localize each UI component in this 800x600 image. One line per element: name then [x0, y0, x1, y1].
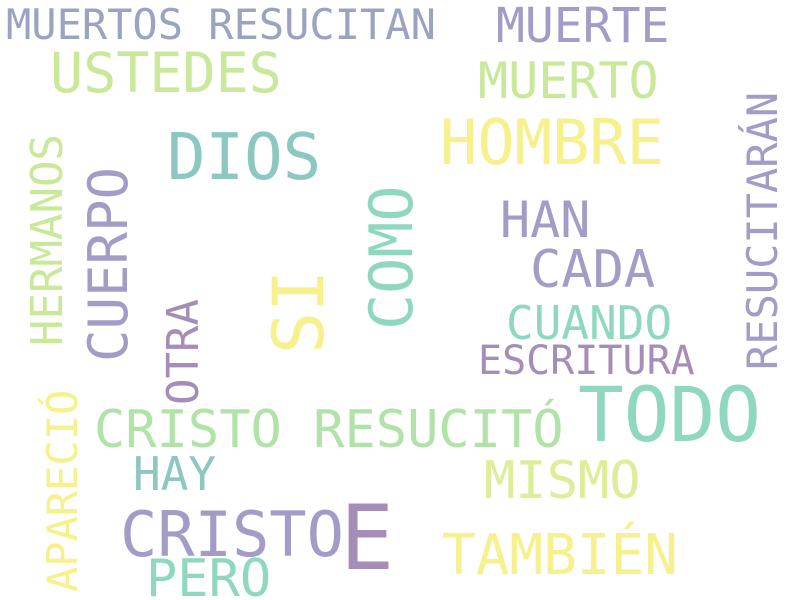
word-muerte: MUERTE	[496, 0, 670, 54]
word-cristo-resucito: CRISTO RESUCITÓ	[94, 400, 564, 460]
word-todo: TODO	[578, 370, 762, 459]
word-muerto: MUERTO	[478, 52, 659, 110]
word-cuerpo: CUERPO	[77, 166, 140, 362]
word-pero: PERO	[146, 549, 272, 600]
word-escritura: ESCRITURA	[478, 338, 695, 384]
word-dios: DIOS	[167, 121, 322, 195]
word-tambien: TAMBIÉN	[442, 523, 679, 588]
word-muertos-resucitan: MUERTOS RESUCITAN	[6, 0, 436, 49]
word-como: COMO	[357, 185, 427, 331]
word-hay: HAY	[133, 447, 217, 501]
word-aparecio: APARECIÓ	[38, 389, 87, 592]
word-si: SI	[258, 269, 340, 354]
word-hombre: HOMBRE	[440, 106, 664, 179]
word-ustedes: USTEDES	[50, 41, 282, 105]
word-resucitaran: RESUCITARÁN	[738, 91, 787, 370]
word-hermanos: HERMANOS	[22, 134, 73, 346]
word-cristo: CRISTO	[120, 498, 344, 571]
word-cuando: CUANDO	[506, 296, 673, 350]
word-han: HAN	[500, 191, 591, 249]
word-mismo: MISMO	[484, 451, 641, 511]
word-e: E	[340, 486, 395, 591]
word-cada: CADA	[530, 240, 656, 300]
word-otra: OTRA	[158, 299, 209, 405]
